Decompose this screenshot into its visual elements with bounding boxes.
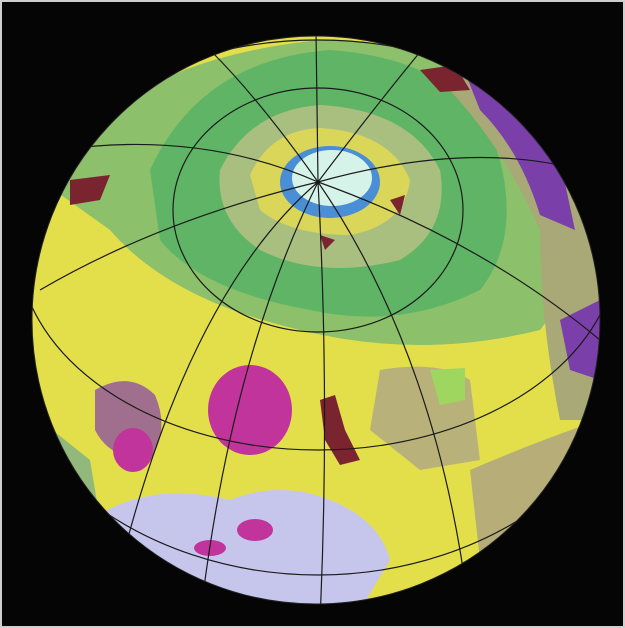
meridian xyxy=(315,36,319,183)
dark-red-spot-east xyxy=(390,195,405,215)
purple-unit-east xyxy=(560,300,600,380)
meridian xyxy=(59,143,319,183)
meridian xyxy=(39,181,319,291)
graticule xyxy=(32,36,600,604)
dark-red-unit-west xyxy=(70,175,110,205)
meridian xyxy=(317,181,326,604)
meridian xyxy=(209,49,319,183)
meridian xyxy=(199,181,319,604)
meridian xyxy=(317,181,471,604)
meridian xyxy=(317,156,581,183)
dark-red-spot xyxy=(320,235,335,250)
magenta-spot-south xyxy=(237,519,273,541)
purple-unit xyxy=(460,60,575,230)
magenta-spot xyxy=(113,428,153,472)
meridian xyxy=(317,181,600,341)
light-green-unit xyxy=(430,368,465,405)
globe-limb xyxy=(31,35,601,605)
dark-red-unit xyxy=(320,395,360,465)
latitude-line xyxy=(32,36,600,576)
latitude-line xyxy=(172,87,464,333)
meridian xyxy=(109,181,319,604)
latitude-line xyxy=(32,39,600,451)
magenta-unit xyxy=(208,365,292,455)
